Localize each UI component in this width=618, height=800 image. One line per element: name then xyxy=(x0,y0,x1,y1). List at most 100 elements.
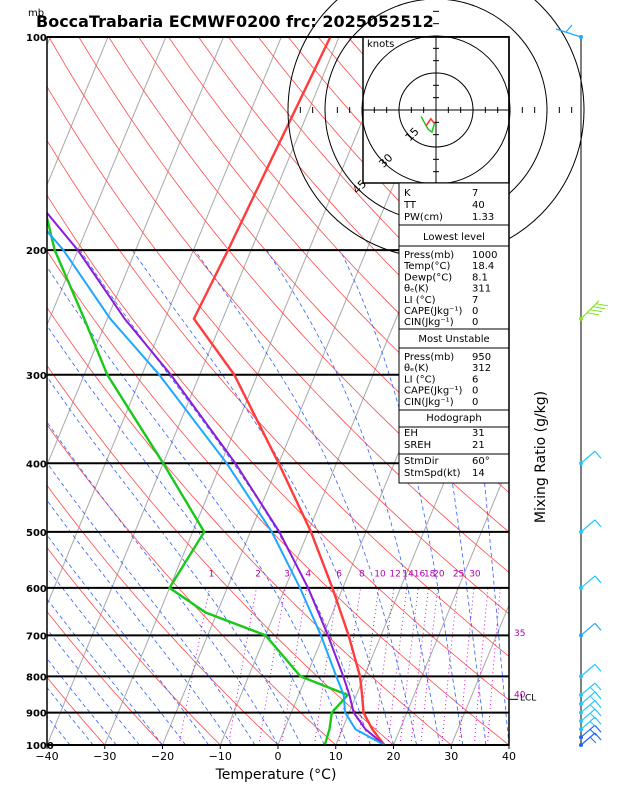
x-tick-label: −30 xyxy=(93,750,116,763)
wind-barb-flag xyxy=(594,450,602,459)
index-k-label: K xyxy=(404,188,411,199)
x-tick-label: 40 xyxy=(502,750,516,763)
mixing-ratio-label: 6 xyxy=(336,570,342,580)
isotherm-line xyxy=(393,463,509,745)
wind-barb-flag xyxy=(589,309,603,313)
most-unstable-row-value: 0 xyxy=(472,386,478,397)
mixing-ratio-line xyxy=(258,587,286,745)
hodograph-stmdir-value: 60° xyxy=(472,456,490,467)
wind-barb-shaft xyxy=(580,682,596,696)
moist-adiabat-line xyxy=(47,628,140,745)
dry-adiabat-line xyxy=(47,139,509,657)
most-unstable-row-value: 0 xyxy=(472,397,478,408)
wind-barb-shaft xyxy=(555,28,582,38)
dry-adiabat-line xyxy=(47,306,452,745)
mixing-ratio-label: 18 xyxy=(424,570,436,580)
wind-barb-flag xyxy=(589,704,597,711)
pressure-tick-label: 600 xyxy=(26,584,47,595)
mixing-ratio-label: 12 xyxy=(389,570,400,580)
dry-adiabat-line xyxy=(138,37,509,455)
parcel-line xyxy=(47,211,385,745)
wind-barb xyxy=(579,575,602,590)
pressure-tick-label: 100 xyxy=(26,33,47,44)
pressure-tick-label: 300 xyxy=(26,371,47,382)
wind-barb-flag xyxy=(589,712,597,720)
wind-barb-flag xyxy=(594,663,602,672)
mixing-ratio-label: 1 xyxy=(209,570,215,580)
wind-barb-shaft xyxy=(580,663,596,677)
hodograph-eh-label: EH xyxy=(404,428,418,439)
mixing-ratio-line xyxy=(458,587,475,745)
wind-barb-flag xyxy=(594,575,602,584)
most-unstable-header: Most Unstable xyxy=(418,334,489,345)
wind-barb xyxy=(579,300,609,321)
lowest-level-row-label: CIN(Jkg⁻¹) xyxy=(404,317,454,328)
pressure-tick-label: 800 xyxy=(26,672,47,683)
wind-barbs xyxy=(555,24,609,747)
moist-adiabat-line xyxy=(79,249,371,745)
pressure-tick-label: 500 xyxy=(26,528,47,539)
pressure-tick-label: 400 xyxy=(26,459,47,470)
dry-adiabat-line xyxy=(78,37,509,533)
wind-barb-shaft xyxy=(580,622,596,636)
most-unstable-row-label: LI (°C) xyxy=(404,374,436,385)
wind-barb-flag xyxy=(589,736,597,744)
isotherm-line xyxy=(47,37,224,467)
lowest-level-row-label: Dewp(°C) xyxy=(404,272,452,283)
lowest-level-row-label: CAPE(Jkg⁻¹) xyxy=(404,306,462,317)
mixing-ratio-label: 16 xyxy=(414,570,426,580)
profile-lines xyxy=(47,37,386,745)
moist-adiabat-line xyxy=(47,657,117,745)
moist-adiabat-line xyxy=(47,567,186,745)
mixing-ratio-label: 10 xyxy=(374,570,386,580)
wind-barb-flag xyxy=(589,686,597,694)
most-unstable-row-label: Press(mb) xyxy=(404,352,454,363)
wind-barb xyxy=(555,24,583,39)
moist-adiabat-line xyxy=(266,249,441,745)
wind-barb-flag xyxy=(594,724,602,733)
lowest-level-header: Lowest level xyxy=(423,232,485,243)
dewpoint-line xyxy=(47,212,350,745)
mixing-ratio-label: 14 xyxy=(402,570,414,580)
dry-adiabat-line xyxy=(47,676,106,745)
isotherm-line xyxy=(104,37,398,745)
pressure-axis-ticks: 100 200 300 400 500 600 700 800 900 1000 xyxy=(26,33,54,752)
wind-barb-shaft xyxy=(580,575,596,589)
index-tt-label: TT xyxy=(403,200,417,211)
index-pw-value: 1.33 xyxy=(472,212,494,223)
hodograph-sreh-label: SREH xyxy=(404,440,431,451)
hodograph-eh-value: 31 xyxy=(472,428,485,439)
wind-barb-flag xyxy=(594,682,602,691)
pressure-tick-label: 200 xyxy=(26,246,47,257)
pressure-unit-label: mb xyxy=(28,8,44,19)
moist-adiabat-line xyxy=(131,249,394,745)
hodograph-stmdir-label: StmDir xyxy=(404,456,439,467)
mixing-ratio-line xyxy=(487,587,501,745)
index-tt-value: 40 xyxy=(472,200,485,211)
wind-barb-flag xyxy=(594,732,602,741)
index-k-value: 7 xyxy=(472,188,478,199)
x-tick-label: 10 xyxy=(329,750,343,763)
wind-barb-flag xyxy=(594,691,602,700)
mixing-ratio-label: 20 xyxy=(433,570,445,580)
virtual-line xyxy=(47,229,385,745)
hodograph-knots-label: knots xyxy=(367,39,394,50)
indices-tables: K 7 TT 40 PW(cm) 1.33 Lowest level Press(mb) 100… xyxy=(398,182,510,484)
isotherm-line xyxy=(47,37,109,187)
mixing-ratio-label: 4 xyxy=(305,570,311,580)
mixing-ratio-label: 8 xyxy=(359,570,365,580)
wind-barb-shaft xyxy=(580,716,596,730)
dry-adiabat-line xyxy=(47,194,509,701)
x-tick-label: 30 xyxy=(444,750,458,763)
moist-adiabat-line xyxy=(404,249,487,745)
lowest-level-row-value: 8.1 xyxy=(472,272,488,283)
lowest-level-row-value: 7 xyxy=(472,295,478,306)
mixing-ratio-label: 35 xyxy=(514,629,525,639)
moist-adiabat-line xyxy=(47,421,279,745)
lowest-level-row-label: Press(mb) xyxy=(404,250,454,261)
wind-barb-flag xyxy=(589,695,597,703)
mixing-ratio-label: 40 xyxy=(514,691,526,701)
